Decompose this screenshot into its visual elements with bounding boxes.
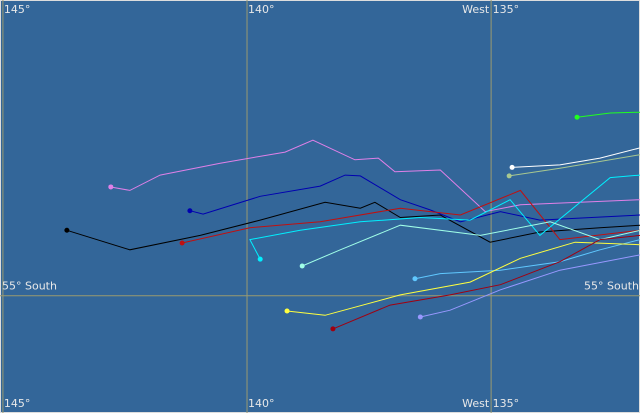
track-start [574, 114, 580, 120]
track-start [257, 256, 263, 262]
track-start [284, 308, 290, 314]
meridian-label-top: 145° [4, 3, 31, 16]
track-start [108, 184, 114, 190]
boat-track [66, 201, 640, 251]
meridian-label-bottom: 145° [4, 397, 31, 410]
track-start [509, 164, 515, 170]
track-start [187, 208, 193, 214]
boat-track [414, 239, 640, 280]
parallel-label-left: 55° South [2, 280, 57, 293]
boat-track [332, 234, 640, 330]
boat-track [576, 111, 640, 118]
meridian-label-bottom: West 135° [462, 397, 519, 410]
track-start [506, 173, 512, 179]
track-start [299, 263, 305, 269]
boat-track [181, 189, 640, 244]
meridian-label-top: 140° [248, 3, 275, 16]
parallel-label-right: 55° South [584, 280, 639, 293]
boat-track [512, 147, 640, 168]
meridian-label-top: West 135° [462, 3, 519, 16]
boat-track [286, 241, 640, 316]
track-start [179, 240, 185, 246]
boat-track [249, 174, 640, 260]
boat-track [509, 154, 640, 177]
boat-track [110, 139, 640, 213]
meridian-label-bottom: 140° [248, 397, 275, 410]
track-start [64, 227, 70, 233]
track-start [412, 276, 418, 282]
track-start [417, 314, 423, 320]
boat-track [420, 254, 640, 318]
boat-track [189, 174, 640, 223]
track-start [330, 326, 336, 332]
